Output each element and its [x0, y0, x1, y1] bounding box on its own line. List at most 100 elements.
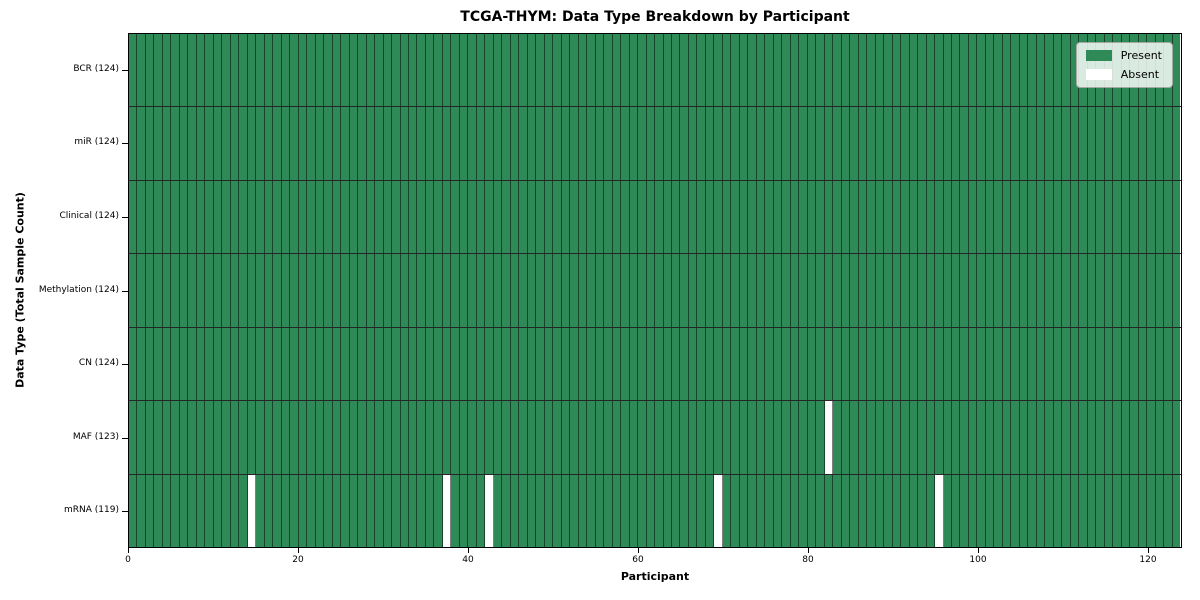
heatmap-cell-present: [408, 34, 418, 107]
heatmap-cell-present: [816, 254, 825, 327]
heatmap-cell-present: [680, 327, 689, 401]
heatmap-cell-present: [205, 474, 214, 547]
heatmap-cell-present: [1155, 254, 1165, 327]
heatmap-cell-present: [672, 107, 681, 180]
heatmap-cell-present: [858, 401, 868, 474]
heatmap-cell-present: [171, 34, 180, 107]
heatmap-cell-present: [722, 34, 732, 107]
heatmap-cell-present: [502, 401, 511, 474]
heatmap-cell-present: [459, 180, 469, 254]
heatmap-cell-present: [850, 180, 859, 254]
heatmap-cell-present: [765, 327, 774, 401]
heatmap-cell-present: [909, 34, 919, 107]
heatmap-cell-present: [205, 401, 214, 474]
heatmap-cell-present: [901, 474, 910, 547]
heatmap-cell-present: [850, 401, 859, 474]
heatmap-cell-present: [493, 401, 503, 474]
heatmap-cell-present: [137, 254, 146, 327]
heatmap-cell-present: [1036, 34, 1046, 107]
heatmap-cell-present: [434, 254, 443, 327]
heatmap-cell-present: [968, 180, 978, 254]
heatmap-cell-present: [196, 401, 206, 474]
heatmap-cell-present: [943, 34, 952, 107]
y-tick-label: CN (124): [78, 358, 119, 369]
heatmap-cell-present: [400, 327, 409, 401]
y-tick-mark: [122, 143, 128, 144]
heatmap-cell-present: [705, 254, 715, 327]
heatmap-cell-present: [459, 34, 469, 107]
heatmap-cell-present: [756, 34, 766, 107]
heatmap-cell-present: [1002, 474, 1012, 547]
heatmap-cell-present: [1036, 107, 1046, 180]
heatmap-cell-present: [1045, 254, 1054, 327]
heatmap-cell-present: [663, 254, 672, 327]
heatmap-cell-present: [816, 474, 825, 547]
heatmap-cell-present: [705, 107, 715, 180]
heatmap-cell-present: [502, 34, 511, 107]
heatmap-cell-present: [909, 107, 919, 180]
heatmap-cell-present: [926, 474, 936, 547]
heatmap-cell-present: [179, 401, 189, 474]
heatmap-cell-present: [799, 474, 808, 547]
heatmap-cell-present: [281, 254, 291, 327]
heatmap-cell-present: [858, 34, 868, 107]
heatmap-cell-present: [222, 34, 231, 107]
heatmap-cell-present: [756, 401, 766, 474]
heatmap-cell-present: [154, 180, 163, 254]
heatmap-cell-present: [273, 34, 282, 107]
heatmap-cell-present: [281, 34, 291, 107]
heatmap-cell-present: [604, 107, 613, 180]
heatmap-cell-present: [519, 34, 528, 107]
heatmap-cell-present: [663, 327, 672, 401]
heatmap-cell-present: [561, 34, 571, 107]
heatmap-cell-present: [434, 327, 443, 401]
heatmap-cell-present: [1172, 107, 1181, 180]
heatmap-cell-present: [748, 401, 757, 474]
heatmap-cell-present: [587, 474, 596, 547]
heatmap-cell-present: [315, 34, 325, 107]
heatmap-cell-present: [824, 180, 834, 254]
plot-area: Present Absent: [128, 33, 1182, 548]
heatmap-cell-present: [408, 107, 418, 180]
heatmap-cell-present: [621, 107, 630, 180]
heatmap-cell-present: [510, 254, 520, 327]
heatmap-cell-present: [799, 401, 808, 474]
heatmap-cell-present: [315, 254, 325, 327]
heatmap-cell-present: [570, 34, 579, 107]
heatmap-cell-present: [1045, 474, 1054, 547]
heatmap-cell-present: [714, 401, 723, 474]
heatmap-cell-present: [1028, 180, 1037, 254]
heatmap-cell-present: [782, 327, 791, 401]
heatmap-cell-present: [179, 327, 189, 401]
heatmap-cell-present: [162, 474, 172, 547]
heatmap-cell-present: [129, 474, 138, 547]
heatmap-cell-present: [578, 401, 588, 474]
heatmap-cell-present: [129, 34, 138, 107]
heatmap-cell-present: [392, 254, 401, 327]
heatmap-cell-present: [867, 401, 876, 474]
heatmap-cell-present: [544, 107, 554, 180]
heatmap-cell-present: [909, 180, 919, 254]
heatmap-cell-present: [1053, 327, 1063, 401]
heatmap-cell-present: [1062, 180, 1071, 254]
heatmap-cell-present: [400, 254, 409, 327]
heatmap-cell-present: [739, 401, 749, 474]
heatmap-cell-present: [171, 474, 180, 547]
heatmap-cell-present: [154, 327, 163, 401]
legend-label-present: Present: [1120, 49, 1162, 62]
heatmap-cell-present: [273, 327, 282, 401]
heatmap-cell-present: [408, 474, 418, 547]
heatmap-cell-present: [1028, 401, 1037, 474]
heatmap-cell-present: [918, 107, 927, 180]
heatmap-cell-present: [884, 34, 893, 107]
heatmap-cell-present: [1070, 107, 1080, 180]
x-tick-label: 20: [292, 555, 304, 565]
heatmap-cell-present: [400, 34, 409, 107]
heatmap-cell-present: [324, 401, 333, 474]
heatmap-cell-present: [527, 107, 537, 180]
heatmap-cell-present: [1147, 401, 1156, 474]
x-tick-mark: [638, 548, 639, 553]
heatmap-cell-present: [383, 180, 393, 254]
heatmap-cell-present: [137, 107, 146, 180]
heatmap-cell-present: [875, 474, 885, 547]
